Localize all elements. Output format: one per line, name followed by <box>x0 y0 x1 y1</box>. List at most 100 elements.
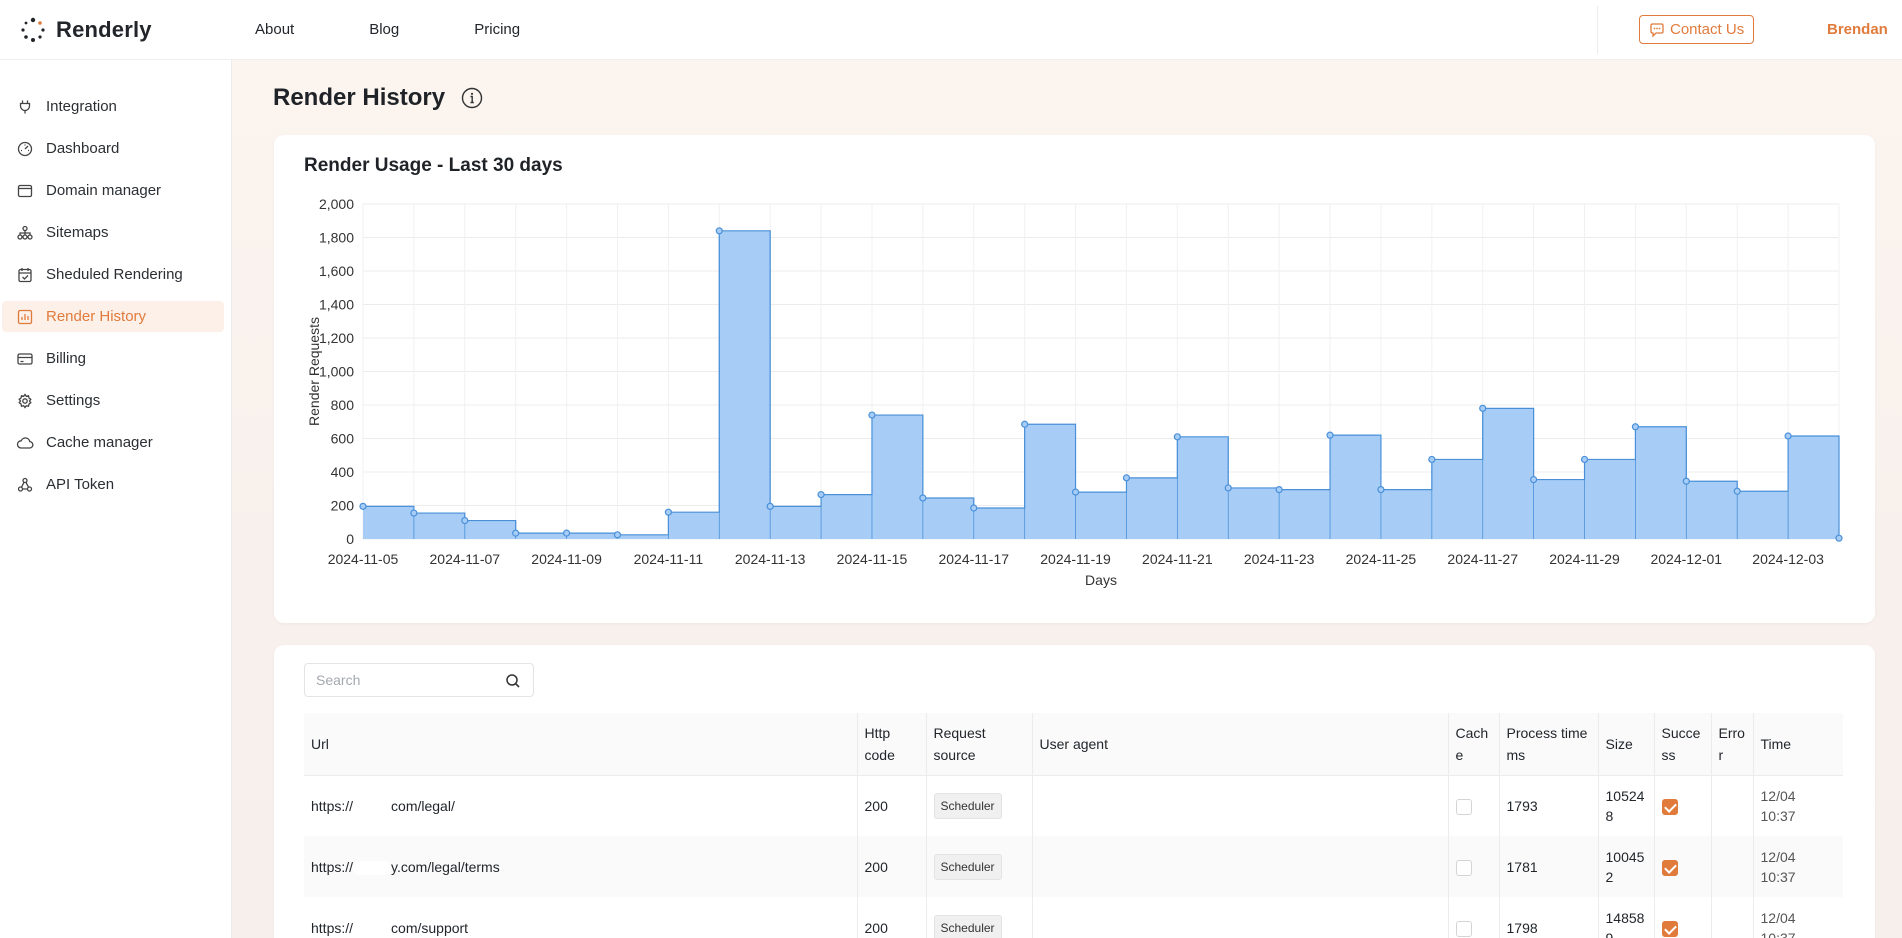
x-tick-label: 2024-12-01 <box>1650 551 1722 567</box>
cache-checkbox[interactable] <box>1455 859 1472 876</box>
cell-url[interactable]: https:// y.com/legal/terms <box>304 836 858 897</box>
sidebar-item-billing[interactable]: Billing <box>2 343 224 374</box>
data-point <box>512 529 520 537</box>
render-history-table: Url Http code Request source User agent Cach e P… <box>304 713 1843 938</box>
cell-http-code: 200 <box>857 775 927 836</box>
cell-url[interactable]: https:// com/legal/ <box>304 775 858 836</box>
sidebar-item-dashboard[interactable]: Dashboard <box>2 133 224 164</box>
cell-time: 12/04 10:37 <box>1753 775 1843 836</box>
contact-us-button[interactable]: Contact Us <box>1639 15 1755 44</box>
sidebar-item-label: API Token <box>46 476 115 493</box>
cell-error <box>1711 836 1754 897</box>
data-point <box>461 516 469 525</box>
column-header-time[interactable]: Time <box>1753 713 1843 776</box>
time-clock: 10:37 <box>1760 868 1796 885</box>
data-point <box>664 508 672 516</box>
data-point <box>970 504 978 512</box>
sidebar-item-api-token[interactable]: API Token <box>2 469 224 500</box>
column-header-size[interactable]: Size <box>1598 713 1655 776</box>
sidebar: Integration Dashboard Domain manager Sit… <box>0 60 232 938</box>
window-icon <box>16 182 34 200</box>
info-icon[interactable] <box>461 87 483 109</box>
column-header-request-source[interactable]: Request source <box>926 713 1033 776</box>
y-tick-label: 400 <box>331 464 355 480</box>
data-point <box>1428 455 1436 464</box>
nav-pricing[interactable]: Pricing <box>474 21 521 38</box>
x-tick-label: 2024-12-03 <box>1752 551 1824 567</box>
size-value: 8 <box>1605 807 1614 824</box>
data-point <box>1733 487 1741 495</box>
column-header-error[interactable]: Erro r <box>1711 713 1754 776</box>
sidebar-item-render-history[interactable]: Render History <box>2 301 224 332</box>
gear-icon <box>16 392 34 410</box>
token-icon <box>16 476 34 494</box>
cell-process-time: 1793 <box>1499 775 1599 836</box>
chart-icon <box>16 308 34 326</box>
card-icon <box>16 350 34 368</box>
y-tick-label: 200 <box>331 498 355 514</box>
series-area <box>363 230 1839 540</box>
redacted-domain <box>353 800 392 815</box>
table-row[interactable]: https:// com/legal/200 Scheduler 1793 10524 8… <box>304 775 1843 836</box>
column-header-http-code[interactable]: Http code <box>857 713 927 776</box>
x-tick-label: 2024-11-05 <box>328 551 399 567</box>
table-row[interactable]: https:// com/support 200 Scheduler 1798 14858… <box>304 897 1843 938</box>
sidebar-item-cache-manager[interactable]: Cache manager <box>2 427 224 458</box>
cell-success <box>1654 836 1712 897</box>
url-suffix: y.com/legal/terms <box>391 858 500 875</box>
process-time: 1798 <box>1506 919 1538 936</box>
sidebar-item-label: Dashboard <box>46 140 120 157</box>
column-header-text: r <box>1718 746 1724 763</box>
brand-name: Renderly <box>56 16 152 42</box>
cell-error <box>1711 897 1754 938</box>
data-point <box>1275 485 1283 494</box>
column-header-success[interactable]: Succe ss <box>1654 713 1712 776</box>
chat-icon <box>1650 22 1664 38</box>
data-point <box>410 509 418 517</box>
column-header-cache[interactable]: Cach e <box>1448 713 1500 776</box>
data-point <box>1479 404 1487 412</box>
brand[interactable]: Renderly <box>20 17 255 43</box>
data-point <box>562 529 571 537</box>
cell-url[interactable]: https:// com/support <box>304 897 858 938</box>
x-tick-label: 2024-11-15 <box>837 551 908 567</box>
sidebar-item-scheduled-rendering[interactable]: Sheduled Rendering <box>2 259 224 290</box>
sidebar-item-label: Render History <box>46 308 147 325</box>
http-code: 200 <box>864 919 888 936</box>
plug-icon <box>16 98 34 116</box>
search-input[interactable] <box>316 672 506 688</box>
sidebar-item-integration[interactable]: Integration <box>2 91 224 122</box>
y-tick-label: 1,800 <box>319 230 354 246</box>
data-point <box>1835 534 1843 542</box>
nav-blog[interactable]: Blog <box>369 21 400 38</box>
column-header-url[interactable]: Url <box>304 713 858 776</box>
nav-about[interactable]: About <box>255 21 295 38</box>
column-header-text: source <box>933 746 976 763</box>
column-header-text: Url <box>311 735 329 752</box>
sidebar-item-label: Sheduled Rendering <box>46 266 183 283</box>
chart-title: Render Usage - Last 30 days <box>304 155 563 176</box>
cell-process-time: 1798 <box>1499 897 1599 938</box>
sidebar-item-settings[interactable]: Settings <box>2 385 224 416</box>
column-header-user-agent[interactable]: User agent <box>1032 713 1449 776</box>
table-header-row: Url Http code Request source User agent Cach e P… <box>304 713 1843 776</box>
cache-checkbox[interactable] <box>1455 920 1472 937</box>
sidebar-item-label: Integration <box>46 98 117 115</box>
success-checkbox[interactable] <box>1661 920 1678 937</box>
user-menu[interactable]: Brendan <box>1827 21 1888 38</box>
table-row[interactable]: https:// y.com/legal/terms 200 Scheduler 178… <box>304 836 1843 897</box>
cloud-icon <box>16 434 34 452</box>
success-checkbox[interactable] <box>1661 859 1678 876</box>
success-checkbox[interactable] <box>1661 799 1678 816</box>
data-point <box>1784 432 1792 440</box>
sidebar-item-domain-manager[interactable]: Domain manager <box>2 175 224 206</box>
sidebar-item-sitemaps[interactable]: Sitemaps <box>2 217 224 248</box>
source-tag: Scheduler <box>933 792 1002 819</box>
search-icon[interactable] <box>505 673 521 689</box>
column-header-process-time[interactable]: Process time ms <box>1499 713 1599 776</box>
x-tick-label: 2024-11-17 <box>938 551 1009 567</box>
column-header-text: code <box>864 746 895 763</box>
data-point <box>1224 484 1232 492</box>
column-header-text: Time <box>1760 735 1792 752</box>
cache-checkbox[interactable] <box>1455 799 1472 816</box>
